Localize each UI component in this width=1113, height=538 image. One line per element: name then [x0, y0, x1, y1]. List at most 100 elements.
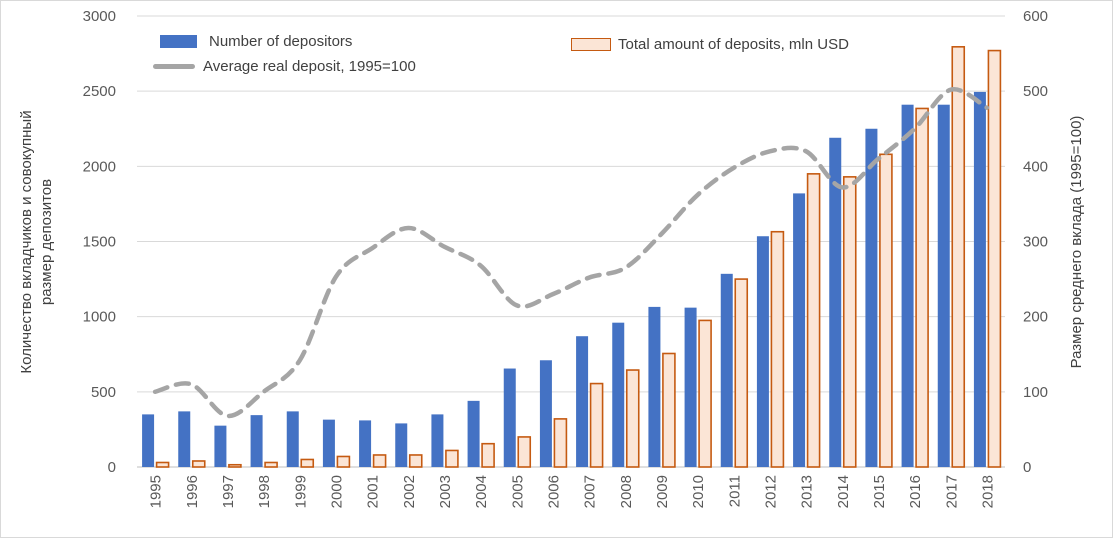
bar-depositors-2004 — [467, 400, 480, 467]
bar-deposits-2013 — [806, 173, 821, 468]
x-tick-label-2004: 2004 — [473, 475, 490, 508]
bar-deposits-2015 — [879, 153, 893, 468]
y-tick-label-right: 500 — [1023, 83, 1048, 100]
right-axis-title: Размер среднего вклада (1995=100) — [1067, 112, 1087, 372]
left-axis-title-line1: Количество вкладчиков и совокупный — [18, 110, 35, 374]
bar-depositors-1996 — [178, 411, 191, 467]
bar-depositors-1997 — [214, 425, 227, 467]
bar-deposits-1999 — [300, 458, 315, 468]
right-axis-title-text: Размер среднего вклада (1995=100) — [1068, 115, 1085, 369]
x-tick-label-1999: 1999 — [292, 475, 309, 508]
bar-deposits-2003 — [445, 449, 459, 468]
bar-depositors-2017 — [937, 104, 950, 468]
bar-deposits-2006 — [553, 418, 568, 468]
left-axis-title: Количество вкладчиков и совокупный разме… — [17, 79, 57, 405]
x-tick-label-2006: 2006 — [545, 475, 562, 508]
bar-deposits-2000 — [336, 455, 351, 468]
x-tick-label-2007: 2007 — [582, 475, 599, 508]
x-tick-label-1995: 1995 — [148, 475, 165, 508]
bar-depositors-2007 — [576, 336, 589, 467]
y-tick-label-right: 600 — [1023, 8, 1048, 25]
y-tick-label-left: 500 — [91, 384, 116, 401]
x-tick-label-2001: 2001 — [365, 475, 382, 508]
x-tick-label-2009: 2009 — [654, 475, 671, 508]
x-tick-label-2016: 2016 — [907, 475, 924, 508]
y-tick-label-right: 0 — [1023, 459, 1031, 476]
bar-depositors-2010 — [684, 307, 697, 467]
bar-deposits-1996 — [191, 460, 206, 468]
y-tick-label-right: 400 — [1023, 158, 1048, 175]
bar-depositors-2012 — [756, 236, 769, 467]
bar-depositors-2011 — [720, 273, 733, 467]
bar-depositors-2005 — [503, 368, 516, 467]
x-tick-label-1996: 1996 — [184, 475, 201, 508]
y-tick-label-right: 300 — [1023, 234, 1048, 251]
legend-label-average-real-deposit: Average real deposit, 1995=100 — [203, 58, 416, 75]
left-axis-title-line2: размер депозитов — [38, 178, 55, 306]
y-tick-label-left: 1500 — [83, 234, 116, 251]
legend-item-average-real-deposit: Average real deposit, 1995=100 — [153, 58, 416, 75]
y-tick-label-left: 2500 — [83, 83, 116, 100]
bar-depositors-2014 — [829, 137, 842, 467]
x-tick-label-2018: 2018 — [979, 475, 996, 508]
bar-deposits-2014 — [842, 176, 857, 468]
y-tick-label-left: 0 — [108, 459, 116, 476]
x-tick-label-2011: 2011 — [726, 475, 743, 507]
bar-deposits-2001 — [372, 454, 387, 468]
bar-deposits-2011 — [734, 278, 749, 468]
bar-deposits-2005 — [517, 436, 532, 468]
legend-swatch-orange-bar — [571, 38, 611, 51]
bar-deposits-2010 — [698, 319, 712, 468]
y-tick-label-left: 2000 — [83, 158, 116, 175]
bar-depositors-2000 — [322, 419, 335, 467]
x-tick-label-2013: 2013 — [799, 475, 816, 508]
bar-depositors-2013 — [793, 193, 806, 468]
bar-deposits-1998 — [264, 461, 278, 468]
x-tick-label-2008: 2008 — [618, 475, 635, 508]
bar-deposits-2012 — [770, 230, 785, 468]
bar-depositors-1999 — [286, 411, 299, 467]
x-tick-label-2010: 2010 — [690, 475, 707, 508]
bar-depositors-2001 — [359, 420, 372, 467]
bar-depositors-2015 — [865, 128, 878, 467]
x-tick-label-2000: 2000 — [328, 475, 345, 508]
legend-item-total-deposits: Total amount of deposits, mln USD — [571, 36, 849, 53]
legend-label-number-of-depositors: Number of depositors — [209, 33, 353, 50]
bar-deposits-1997 — [228, 463, 242, 468]
bar-depositors-2003 — [431, 414, 444, 467]
x-tick-label-2005: 2005 — [509, 475, 526, 508]
bar-depositors-2018 — [973, 91, 986, 467]
x-tick-label-2002: 2002 — [401, 475, 418, 508]
x-tick-label-2014: 2014 — [835, 475, 852, 508]
bar-deposits-2002 — [408, 454, 423, 468]
bar-depositors-1995 — [142, 414, 155, 467]
x-tick-label-2017: 2017 — [943, 475, 960, 508]
bar-deposits-2007 — [589, 382, 604, 468]
y-tick-label-left: 1000 — [83, 309, 116, 326]
y-tick-label-right: 200 — [1023, 309, 1048, 326]
bar-deposits-2008 — [625, 369, 640, 468]
bar-deposits-1995 — [155, 461, 170, 468]
y-tick-label-left: 3000 — [83, 8, 116, 25]
average-real-deposit-line — [152, 87, 990, 419]
bar-depositors-2016 — [901, 104, 914, 468]
x-tick-label-1998: 1998 — [256, 475, 273, 508]
x-tick-label-2015: 2015 — [871, 475, 888, 508]
bar-depositors-2009 — [648, 306, 661, 467]
bar-depositors-2008 — [612, 322, 625, 467]
x-tick-label-2003: 2003 — [437, 475, 454, 508]
legend-label-total-deposits: Total amount of deposits, mln USD — [618, 36, 849, 53]
bar-deposits-2018 — [987, 49, 1002, 468]
bar-deposits-2009 — [662, 352, 676, 468]
bar-deposits-2004 — [481, 442, 495, 468]
bar-depositors-2006 — [539, 360, 552, 467]
bar-depositors-2002 — [395, 423, 408, 467]
legend-swatch-gray-line — [153, 64, 195, 69]
y-tick-label-right: 100 — [1023, 384, 1048, 401]
legend-swatch-blue-bar — [160, 35, 197, 48]
x-tick-label-1997: 1997 — [220, 475, 237, 508]
bar-depositors-1998 — [250, 415, 263, 467]
legend-item-number-of-depositors: Number of depositors — [160, 33, 352, 50]
